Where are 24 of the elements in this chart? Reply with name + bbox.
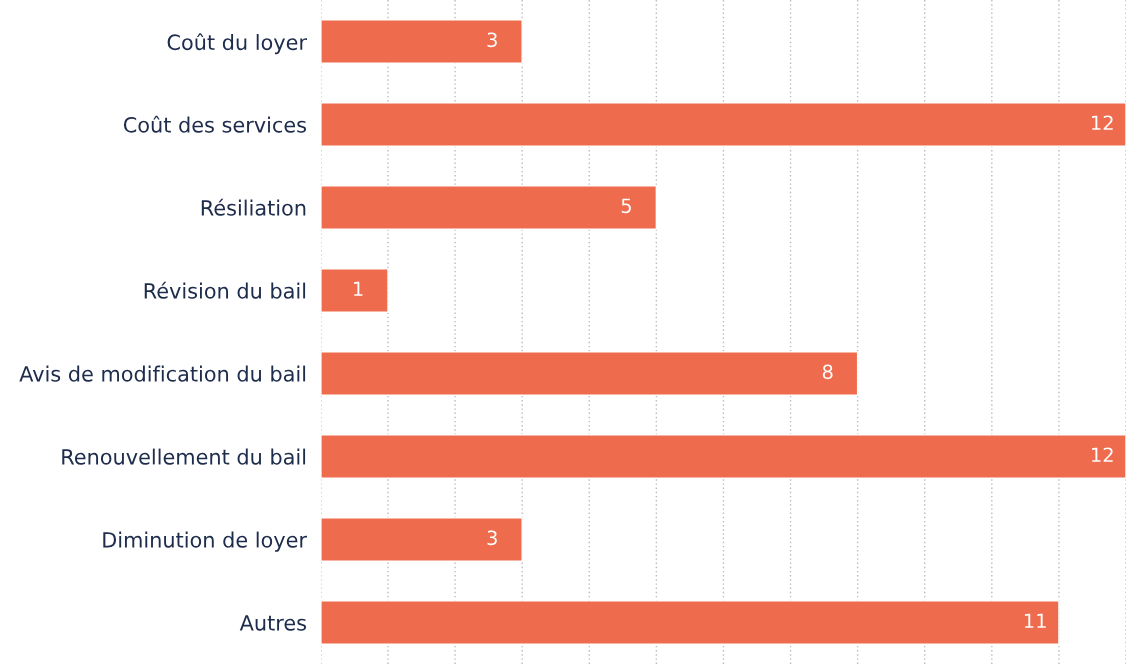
y-tick-label: Coût du loyer xyxy=(167,33,308,55)
data-label: 3 xyxy=(487,530,497,546)
y-tick-label: Révision du bail xyxy=(144,281,306,299)
bar xyxy=(320,19,523,64)
data-label: 12 xyxy=(1092,115,1113,130)
bar xyxy=(320,268,389,313)
y-tick-label: Avis de modification du bail xyxy=(19,365,306,382)
data-label: 11 xyxy=(1024,613,1046,628)
data-label: 3 xyxy=(487,32,497,48)
y-tick-label: Résiliation xyxy=(201,198,306,216)
bar xyxy=(320,600,1060,645)
bar xyxy=(320,102,1126,147)
y-tick-label: Renouvellement du bail xyxy=(62,448,306,465)
data-label: 12 xyxy=(1092,447,1113,462)
bar xyxy=(320,517,523,562)
data-label: 1 xyxy=(354,281,363,296)
y-tick-label: Coût des services xyxy=(123,115,306,133)
data-label: 8 xyxy=(822,364,833,380)
bar xyxy=(320,434,1126,479)
data-label: 5 xyxy=(621,198,631,214)
y-tick-label: Diminution de loyer xyxy=(103,531,308,552)
bar xyxy=(320,185,658,230)
y-tick-label: Autres xyxy=(239,615,307,631)
bar xyxy=(320,351,859,396)
